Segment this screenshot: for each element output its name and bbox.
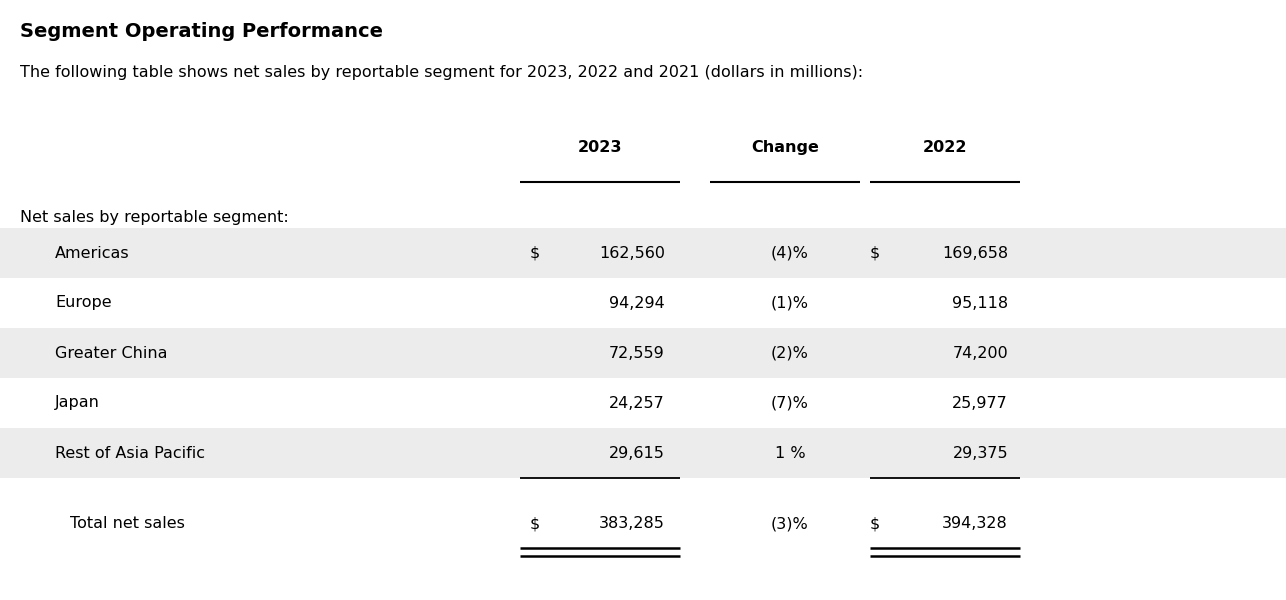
Text: Rest of Asia Pacific: Rest of Asia Pacific — [55, 445, 204, 461]
Bar — [0, 328, 1286, 378]
Text: 2023: 2023 — [577, 140, 622, 155]
Text: 95,118: 95,118 — [952, 295, 1008, 311]
Text: $: $ — [530, 517, 540, 532]
Text: (1)%: (1)% — [772, 295, 809, 311]
Text: 169,658: 169,658 — [941, 245, 1008, 260]
Text: (2)%: (2)% — [772, 346, 809, 361]
Text: Japan: Japan — [55, 395, 100, 410]
Text: 162,560: 162,560 — [599, 245, 665, 260]
Text: Change: Change — [751, 140, 819, 155]
Text: $: $ — [530, 245, 540, 260]
Text: The following table shows net sales by reportable segment for 2023, 2022 and 202: The following table shows net sales by r… — [21, 65, 863, 80]
Text: 2022: 2022 — [923, 140, 967, 155]
Text: Segment Operating Performance: Segment Operating Performance — [21, 22, 383, 41]
Text: 74,200: 74,200 — [952, 346, 1008, 361]
Text: 25,977: 25,977 — [952, 395, 1008, 410]
Text: 29,615: 29,615 — [610, 445, 665, 461]
Bar — [0, 228, 1286, 278]
Text: (4)%: (4)% — [772, 245, 809, 260]
Bar — [0, 428, 1286, 478]
Text: Net sales by reportable segment:: Net sales by reportable segment: — [21, 210, 289, 225]
Text: Americas: Americas — [55, 245, 130, 260]
Text: $: $ — [871, 245, 880, 260]
Text: 94,294: 94,294 — [610, 295, 665, 311]
Text: Europe: Europe — [55, 295, 112, 311]
Text: Total net sales: Total net sales — [69, 517, 185, 532]
Text: 394,328: 394,328 — [943, 517, 1008, 532]
Text: 72,559: 72,559 — [610, 346, 665, 361]
Text: (7)%: (7)% — [772, 395, 809, 410]
Text: $: $ — [871, 517, 880, 532]
Text: (3)%: (3)% — [772, 517, 809, 532]
Text: 1 %: 1 % — [774, 445, 805, 461]
Text: Greater China: Greater China — [55, 346, 167, 361]
Text: 24,257: 24,257 — [610, 395, 665, 410]
Text: 29,375: 29,375 — [953, 445, 1008, 461]
Text: 383,285: 383,285 — [599, 517, 665, 532]
